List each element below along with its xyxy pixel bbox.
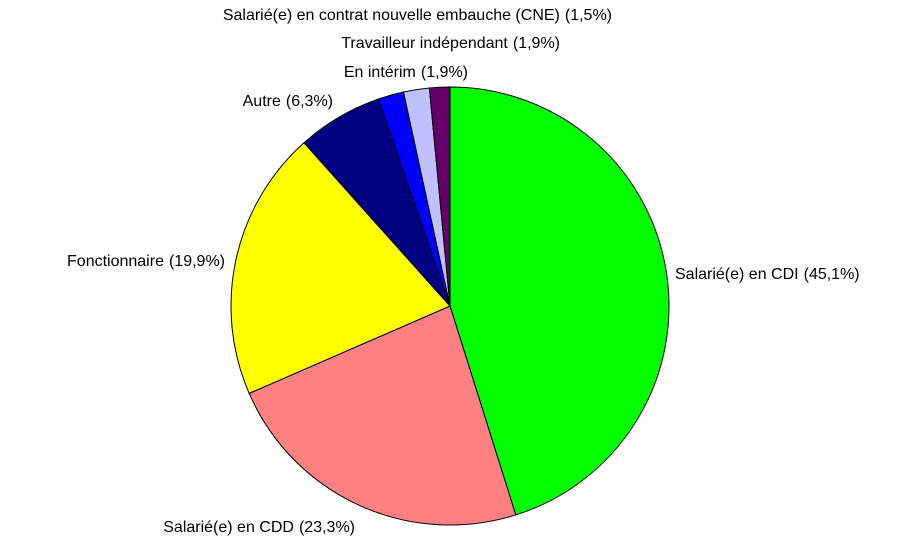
category-label: Salarié(e) en CDI bbox=[675, 266, 799, 283]
pie-slice bbox=[449, 86, 670, 516]
category-label: Salarié(e) en contrat nouvelle embauche … bbox=[223, 7, 560, 24]
value-label: (23,3%) bbox=[299, 519, 355, 536]
slice-label: Fonctionnaire (19,9%) bbox=[67, 253, 225, 270]
value-label: (45,1%) bbox=[804, 266, 860, 283]
slice-label: Travailleur indépendant (1,9%) bbox=[341, 35, 560, 52]
value-label: (1,9%) bbox=[513, 35, 560, 52]
pie-slice bbox=[428, 86, 451, 307]
category-label: En intérim bbox=[344, 64, 416, 81]
slice-label: Salarié(e) en contrat nouvelle embauche … bbox=[223, 7, 612, 24]
pie-slice bbox=[248, 305, 517, 526]
slice-label: Salarié(e) en CDI (45,1%) bbox=[675, 266, 860, 283]
slice-label: Autre (6,3%) bbox=[243, 93, 333, 110]
value-label: (1,5%) bbox=[565, 7, 612, 24]
value-label: (19,9%) bbox=[169, 253, 225, 270]
category-label: Travailleur indépendant bbox=[341, 35, 508, 52]
pie-slice bbox=[230, 142, 451, 395]
category-label: Autre bbox=[243, 93, 281, 110]
category-label: Salarié(e) en CDD bbox=[163, 519, 294, 536]
value-label: (1,9%) bbox=[421, 64, 468, 81]
category-label: Fonctionnaire bbox=[67, 253, 164, 270]
value-label: (6,3%) bbox=[286, 93, 333, 110]
slice-label: Salarié(e) en CDD (23,3%) bbox=[163, 519, 355, 536]
slice-label: En intérim (1,9%) bbox=[344, 64, 468, 81]
